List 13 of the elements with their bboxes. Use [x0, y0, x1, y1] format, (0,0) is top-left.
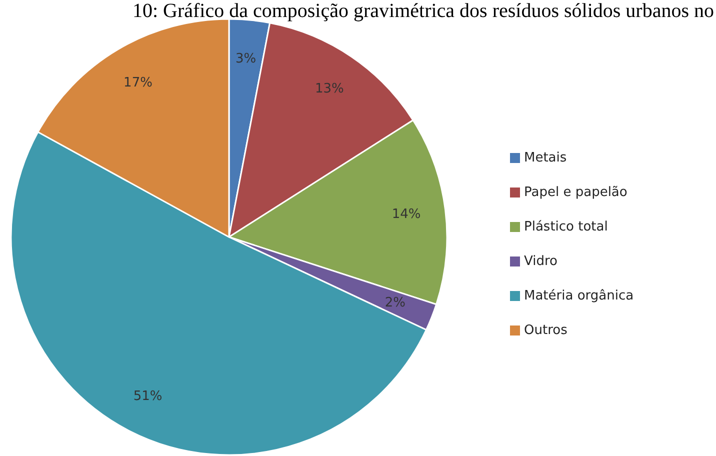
- legend-label: Papel e papelão: [524, 185, 628, 200]
- data-label: 2%: [384, 295, 406, 310]
- data-label: 13%: [315, 82, 344, 97]
- data-label: 3%: [236, 52, 256, 67]
- data-label: 14%: [392, 207, 421, 222]
- legend-label: Outros: [524, 323, 568, 338]
- data-label: 17%: [124, 76, 152, 91]
- data-label: 51%: [133, 388, 162, 404]
- legend-label: Vidro: [524, 254, 558, 269]
- legend-label: Plástico total: [524, 220, 608, 234]
- legend-label: Metais: [524, 150, 567, 166]
- chart-title: 10: Gráfico da composição gravimétrica dos resíduos sólidos urbanos no: [132, 0, 714, 22]
- legend-label: Matéria orgânica: [524, 288, 634, 304]
